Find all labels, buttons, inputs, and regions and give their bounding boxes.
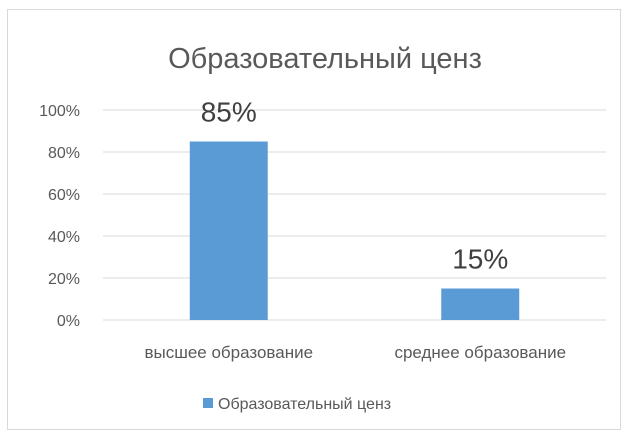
- bar: [441, 288, 520, 320]
- y-tick-label: 80%: [48, 145, 80, 162]
- category-label: высшее образование: [144, 343, 313, 362]
- bars: [189, 141, 520, 320]
- data-label: 85%: [201, 97, 257, 128]
- chart-area: [7, 9, 621, 430]
- gridlines: [103, 109, 606, 321]
- y-tick-label: 100%: [39, 103, 80, 120]
- data-label: 15%: [452, 244, 508, 275]
- chart-title: Образовательный ценз: [168, 43, 482, 75]
- category-label: среднее образование: [394, 343, 566, 362]
- y-axis-ticks: 0% 20% 40% 60% 80% 100%: [39, 103, 80, 330]
- x-axis-categories: высшее образование среднее образование: [144, 343, 566, 362]
- y-tick-label: 40%: [48, 229, 80, 246]
- bar: [189, 141, 268, 320]
- y-tick-label: 20%: [48, 271, 80, 288]
- y-tick-label: 60%: [48, 187, 80, 204]
- y-tick-label: 0%: [57, 313, 80, 330]
- legend: Образовательный ценз: [203, 396, 391, 413]
- legend-label: Образовательный ценз: [218, 396, 391, 413]
- legend-swatch: [203, 398, 213, 408]
- data-labels: 85% 15%: [201, 97, 509, 275]
